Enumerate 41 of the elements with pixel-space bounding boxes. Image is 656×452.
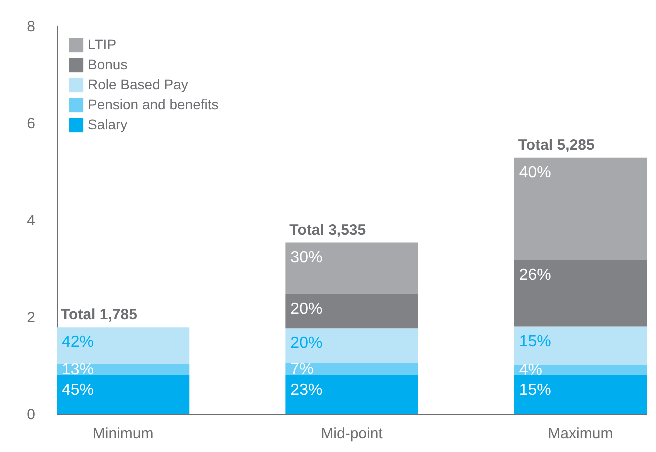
y-tick-label: 8	[27, 18, 36, 36]
bar	[286, 294, 418, 329]
annotation: 20%	[290, 300, 323, 318]
y-tick-label: 0	[27, 406, 36, 424]
bar	[57, 328, 190, 364]
x-tick-label: Mid-point	[321, 426, 384, 442]
annotation: 45%	[62, 382, 94, 399]
legend-label: Role Based Pay	[88, 76, 188, 92]
y-tick-label: 2	[27, 310, 36, 326]
bar	[286, 375, 418, 414]
bar	[286, 242, 418, 294]
annotation: 4%	[519, 362, 542, 380]
legend-label: Pension and benefits	[88, 96, 219, 112]
annotation: 40%	[519, 164, 552, 182]
bar	[514, 375, 647, 414]
x-tick-label: Minimum	[92, 426, 154, 442]
annotation: 23%	[290, 382, 323, 399]
bar	[514, 326, 647, 366]
legend-label: Bonus	[88, 56, 128, 72]
bar	[286, 363, 418, 376]
total-label: Total 5,285	[518, 136, 595, 154]
annotation: 7%	[290, 361, 314, 378]
annotation: 26%	[519, 266, 552, 284]
total-label: Total 1,785	[61, 306, 138, 324]
annotation: 42%	[62, 334, 94, 352]
x-tick-label: Maximum	[548, 426, 614, 442]
total-label: Total 3,535	[290, 222, 366, 239]
bar	[286, 328, 418, 364]
annotation: 20%	[290, 335, 323, 352]
bar	[514, 260, 647, 327]
annotation: 30%	[290, 249, 323, 266]
legend-label: Salary	[88, 116, 128, 132]
legend-label: LTIP	[88, 36, 117, 52]
annotation: 15%	[519, 382, 552, 399]
bar	[57, 375, 190, 414]
bar	[514, 158, 647, 260]
annotation: 13%	[62, 362, 94, 379]
annotation: 15%	[519, 333, 552, 350]
bar	[514, 365, 647, 376]
y-tick-label: 4	[27, 212, 36, 230]
y-tick-label: 6	[27, 116, 36, 132]
